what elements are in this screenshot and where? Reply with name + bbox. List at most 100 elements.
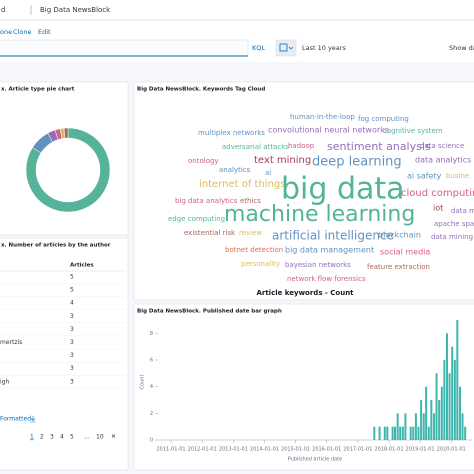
bar [396,413,399,440]
x-axis-title: Published article date [288,457,342,463]
article-count: 3 [70,378,74,385]
bar [383,426,386,440]
time-range[interactable]: Last 10 years [302,44,346,52]
bar [386,426,389,440]
page-link[interactable]: 1 [30,434,34,441]
y-tick-label: 2 [150,411,153,417]
dashboard-name: Big Data NewsBlock [40,6,111,14]
tag-word: adversarial attacks [222,143,289,151]
panel-title: Big Data NewsBlock. Published date bar g… [137,309,282,315]
tag-word: convolutional neural networks [268,126,389,135]
x-tick-label: 2018-01-01 [374,447,403,453]
calendar-icon [279,43,288,52]
bar [412,426,415,440]
bar [378,426,381,440]
tag-word: sentiment analysis [327,140,431,153]
kql-button[interactable]: KQL [252,44,265,52]
tag-word: apache spa [434,220,474,228]
panel [0,237,129,471]
article-count: 3 [70,313,74,320]
bar [425,386,428,440]
tag-word: analytics [219,166,251,174]
tag-word: data science [420,142,464,150]
bar [446,333,449,440]
tag-word: ai [265,169,271,177]
menu-item[interactable]: Clone [13,28,31,36]
x-tick-label: 2019-01-01 [406,447,435,453]
article-count: 5 [70,274,74,281]
page-link[interactable]: 4 [60,434,64,441]
article-count: 3 [70,365,74,372]
y-tick-label: 6 [150,358,153,364]
bar [435,373,438,440]
tag-word: big data analytics [175,197,238,205]
formatted-link[interactable]: Formatted [0,416,31,423]
tag-word: big data management [285,246,374,255]
tag-word: review [239,229,262,237]
bar [409,426,412,440]
download-icon [30,416,36,423]
menu-item[interactable]: Edit [38,28,51,36]
bar [401,426,404,440]
x-tick-label: 2011-01-01 [157,447,186,453]
bar [427,426,430,440]
tag-word: iot [433,204,443,213]
breadcrumb[interactable]: d [1,6,5,14]
page-link[interactable]: ... [84,434,90,441]
author-name: mertzis [0,339,22,346]
bar [373,426,376,440]
axis-title: Article keywords - Count [256,289,354,297]
tag-word: ai safety [407,172,442,181]
bar [461,413,464,440]
bar [417,426,420,440]
show-dates[interactable]: Show da [449,44,474,52]
page-link[interactable]: 5 [70,434,74,441]
tag-word: network flow forensics [287,275,366,283]
tag-word: cloud computing [401,188,474,199]
y-axis-title: Count [140,375,146,390]
tag-word: big data [281,172,405,207]
tag-word: ontology [188,157,219,165]
tag-word: data analytics [415,156,471,165]
top-bar [0,0,474,20]
panel [133,81,474,301]
menu-item[interactable]: one [0,28,12,36]
bar [422,413,425,440]
next-page-icon[interactable] [111,434,116,438]
x-tick-label: 2020-01-01 [437,447,466,453]
page-link[interactable]: 10 [96,434,104,441]
pie-slice [25,127,111,213]
bar [391,426,394,440]
bar [404,413,407,440]
tag-word: data m [451,207,474,215]
tag-word: multiplex networks [198,129,265,137]
tag-word: machine learning [224,202,415,227]
author-name: igh [0,378,9,385]
bar [399,426,402,440]
bar [430,400,433,440]
bar [394,426,397,440]
tag-word: botnet detection [225,246,283,254]
y-tick-label: 0 [150,438,153,444]
table-header: Articles [70,263,94,269]
page-link[interactable]: 3 [50,434,54,441]
page-link[interactable]: 2 [40,434,44,441]
pie-slice [63,127,69,139]
search-input[interactable] [0,39,249,57]
tag-word: cognitive system [383,127,443,135]
tag-word: deep learning [312,155,402,170]
tag-word: fog computing [358,115,409,123]
date-quick-menu[interactable] [275,39,297,57]
bar [448,373,451,440]
tag-word: bayesian networks [285,261,351,269]
bar [456,320,459,440]
tag-word: busine [446,172,469,180]
article-count: 3 [70,326,74,333]
bar [464,426,467,440]
tag-word: text mining [254,155,311,166]
tag-word: social media [380,248,430,257]
x-tick-label: 2012-01-01 [188,447,217,453]
bar [451,346,454,440]
